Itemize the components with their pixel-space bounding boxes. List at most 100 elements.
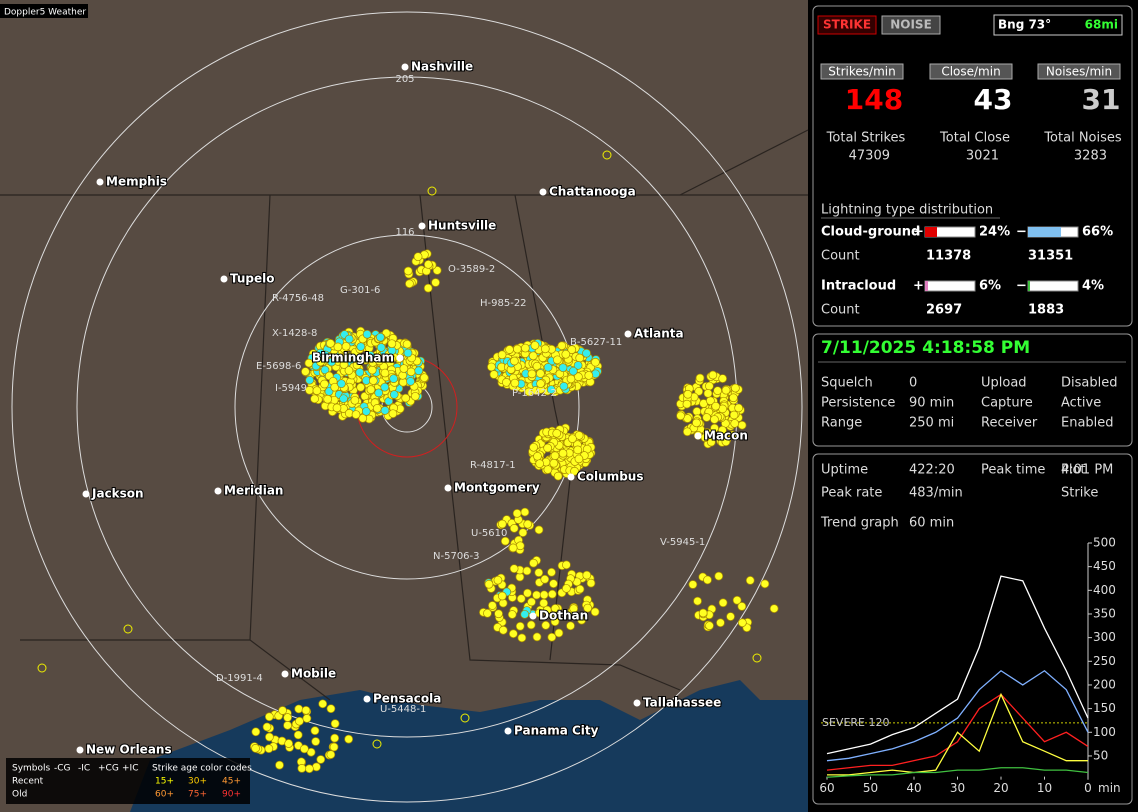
strike-symbol [602,150,612,160]
dist-sign: − [1016,225,1027,240]
strike-symbol [694,387,704,396]
strike-symbol [745,576,755,585]
strike-symbol [494,609,503,619]
strike-symbol [543,465,553,474]
strike-symbol [520,609,530,619]
legend: Symbols -CG -IC +CG +IC Strike age color… [12,764,252,800]
setting: Upload [981,376,1027,391]
bar-frame [1027,280,1079,292]
cell-label: O-3589-2 [448,264,495,275]
strike-symbol [575,584,585,594]
strike-symbol [305,375,315,385]
settings: Squelch 0 Upload Disabled Persistence 90 min C… [821,376,1117,431]
strike-symbol [552,429,562,438]
bar-frame [924,280,976,292]
x-tick-label: 50 [863,781,878,795]
strike-symbol [366,351,375,360]
city-label: Meridian [224,484,283,498]
city-label: Macon [704,429,748,443]
strike-symbol [301,705,311,715]
city-dot [504,727,512,735]
strike-symbol [295,716,304,726]
rate-header: Strikes/min [828,65,895,79]
strike-symbol [326,339,335,348]
strike-symbol [323,394,333,404]
y-tick-label: 350 [1093,606,1116,620]
strike-label: STRIKE [823,18,871,32]
x-tick-label: 40 [906,781,921,795]
strike-symbol [562,584,571,593]
x-tick-label: 0 [1084,781,1092,795]
strike-symbol [523,588,532,598]
dist-pct: 24% [979,225,1010,240]
strike-symbol [520,343,530,353]
strike-symbol [532,361,542,371]
strike-symbol [517,633,527,643]
dist-pct: 66% [1082,225,1113,240]
strike-symbol [410,391,420,401]
cell-label: I-5949 [275,383,307,394]
strike-symbol [583,603,593,613]
strike-symbol [284,739,294,748]
city-label: Chattanooga [549,185,636,199]
x-tick-label: 60 [819,781,834,795]
strike-symbol [489,370,499,379]
strike-symbol [522,566,532,576]
setting: Enabled [1061,416,1114,431]
strike-symbol [523,519,533,529]
stat: Plot [1061,463,1086,478]
trend-line [826,767,1089,778]
strike-symbol [265,732,274,742]
trend-line [826,693,1089,771]
total-label: Total Strikes [826,131,906,146]
strike-symbol [251,743,260,753]
cell-label: R-4817-1 [470,460,516,471]
strike-symbol [574,372,583,382]
city-label: Tupelo [230,272,275,286]
strike-symbol [497,591,507,601]
cell-label: G-301-6 [340,285,380,296]
city-label: Panama City [514,724,599,738]
cell-label: H-985-22 [480,298,527,309]
total-value: 47309 [849,149,890,164]
strike-symbol [316,755,326,764]
strike-symbol [547,589,557,599]
strike-symbol [389,374,398,383]
dist-name: Cloud-ground [821,225,920,240]
legend-age: 15+ [155,777,174,787]
strike-symbol [692,418,701,428]
y-tick-label: 150 [1093,701,1116,715]
cell-label: V-5945-1 [660,537,705,548]
total-value: 3283 [1074,149,1107,164]
strike-symbol [573,445,583,455]
strike-symbol [731,383,740,393]
strike-symbol [283,721,292,730]
strike-symbol [737,602,747,611]
strike-symbol [676,411,685,421]
strike-symbol [330,719,340,728]
rate-header-box [820,63,904,80]
x-tick-label: 10 [1037,781,1052,795]
datetime: 7/11/2025 4:18:58 PM [821,338,1030,358]
strike-symbol [37,663,47,673]
city-label: Pensacola [373,692,441,706]
strike-symbol [321,350,330,360]
strike-symbol [526,620,536,630]
strike-symbol [251,727,261,737]
strike-indicator[interactable] [817,15,877,35]
strike-symbol [530,341,540,350]
strike-symbol [713,386,722,396]
total-value: 3021 [966,149,999,164]
rate-header-box [929,63,1013,80]
city-label: Tallahassee [643,696,721,710]
setting: Receiver [981,416,1038,431]
strike-symbol [752,653,762,663]
title-bg [0,4,88,18]
strike-symbol [703,575,712,585]
strike-symbol [310,726,320,736]
strike-symbol [527,597,536,607]
noise-indicator[interactable] [881,15,941,35]
